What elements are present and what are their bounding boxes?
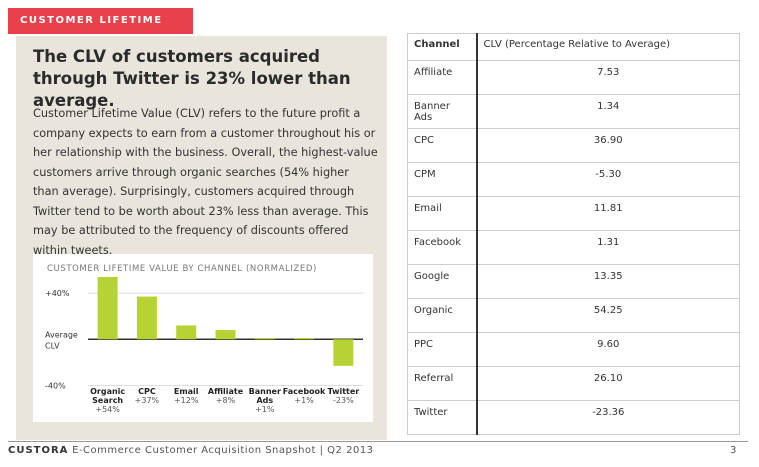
x-tick-label: Facebook: [283, 387, 326, 396]
bar: [97, 276, 118, 340]
value-label: +1%: [294, 396, 314, 405]
clv-value: 1.34: [476, 94, 740, 129]
table-row: PPC 9.60: [407, 332, 740, 367]
x-tick-label: Banner Ads: [249, 387, 281, 405]
table-row: Referral 26.10: [407, 366, 740, 401]
footer-brand: CUSTORA: [8, 445, 69, 456]
clv-value: 36.90: [476, 128, 740, 163]
clv-table: Channel CLV (Percentage Relative to Avera…: [407, 33, 740, 435]
value-label: -23%: [333, 396, 354, 405]
bar: [294, 338, 315, 340]
y-tick-label: +40%: [45, 289, 70, 298]
x-tick-label: Twitter: [327, 387, 359, 396]
column-header: Channel: [407, 33, 478, 61]
y-tick-label: Average CLV: [45, 330, 78, 350]
channel-name: Organic: [407, 298, 478, 333]
channel-name: Affiliate: [407, 60, 478, 95]
channel-name: Google: [407, 264, 478, 299]
clv-value: 11.81: [476, 196, 740, 231]
chart-title: CUSTOMER LIFETIME VALUE BY CHANNEL (NORM…: [47, 264, 317, 274]
table-row: Organic 54.25: [407, 298, 740, 333]
headline: The CLV of customers acquired through Tw…: [33, 47, 351, 110]
channel-name: PPC: [407, 332, 478, 367]
value-label: +1%: [255, 405, 275, 414]
footer: CUSTORA E-Commerce Customer Acquisition …: [8, 445, 374, 456]
value-label: +8%: [216, 396, 236, 405]
channel-name: CPC: [407, 128, 478, 163]
x-tick-label: Email: [174, 387, 199, 396]
x-tick-label: Affiliate: [208, 387, 244, 396]
table-row: Google 13.35: [407, 264, 740, 299]
bar: [136, 296, 157, 340]
clv-value: 7.53: [476, 60, 740, 95]
value-label: +12%: [174, 396, 199, 405]
page-number: 3: [730, 445, 737, 456]
bar: [215, 330, 236, 340]
clv-value: 9.60: [476, 332, 740, 367]
value-label: +54%: [95, 405, 120, 414]
clv-value: -23.36: [476, 400, 740, 435]
clv-value: 13.35: [476, 264, 740, 299]
x-tick-label: Organic Search: [90, 387, 125, 405]
bar: [333, 339, 354, 366]
channel-name: Banner Ads: [407, 94, 478, 129]
table-row: Affiliate 7.53: [407, 60, 740, 95]
footer-text: E-Commerce Customer Acquisition Snapshot…: [72, 445, 374, 456]
channel-name: Email: [407, 196, 478, 231]
table-row: Email 11.81: [407, 196, 740, 231]
footer-rule: [8, 441, 748, 442]
table-row: Banner Ads 1.34: [407, 94, 740, 129]
chart-background: [33, 254, 373, 422]
clv-value: 54.25: [476, 298, 740, 333]
clv-value: -5.30: [476, 162, 740, 197]
channel-name: Twitter: [407, 400, 478, 435]
bar: [254, 338, 275, 340]
table-row: Facebook 1.31: [407, 230, 740, 265]
channel-name: Referral: [407, 366, 478, 401]
table-row: Twitter -23.36: [407, 400, 740, 435]
clv-value: 26.10: [476, 366, 740, 401]
table-row: CPC 36.90: [407, 128, 740, 163]
x-tick-label: CPC: [138, 387, 156, 396]
column-header: CLV (Percentage Relative to Average): [476, 33, 740, 61]
bar: [176, 325, 197, 340]
section-tag: CUSTOMER LIFETIME VALUE: [8, 8, 193, 52]
clv-value: 1.31: [476, 230, 740, 265]
value-label: +37%: [135, 396, 160, 405]
table-row: CPM -5.30: [407, 162, 740, 197]
channel-name: CPM: [407, 162, 478, 197]
channel-name: Facebook: [407, 230, 478, 265]
y-tick-label: -40%: [45, 381, 66, 390]
chart: CUSTOMER LIFETIME VALUE BY CHANNEL (NORM…: [33, 254, 373, 422]
body-text: Customer Lifetime Value (CLV) refers to …: [33, 107, 378, 257]
